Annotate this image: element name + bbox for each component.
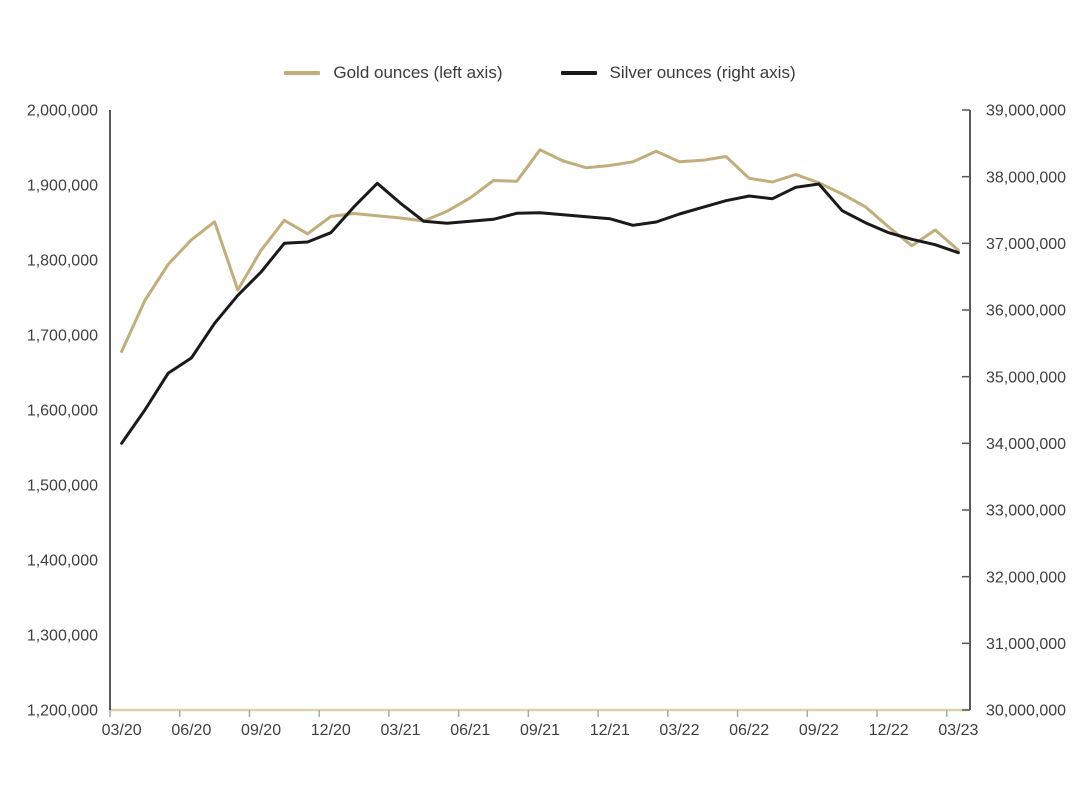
right-axis-tick-label: 35,000,000	[986, 369, 1066, 386]
x-axis-tick-label: 06/21	[450, 722, 490, 739]
left-axis-tick-label: 2,000,000	[27, 103, 98, 120]
left-axis-tick-label: 1,200,000	[27, 703, 98, 720]
x-axis-tick-label: 03/20	[102, 722, 142, 739]
right-axis-tick-label: 34,000,000	[986, 436, 1066, 453]
left-axis-tick-label: 1,900,000	[27, 178, 98, 195]
x-axis-tick-label: 06/22	[729, 722, 769, 739]
x-axis-tick-label: 12/22	[869, 722, 909, 739]
silver-series-line	[120, 181, 960, 445]
gold-series-line	[120, 148, 960, 353]
left-axis-tick-label: 1,800,000	[27, 253, 98, 270]
x-axis-tick-label: 09/20	[241, 722, 281, 739]
left-axis-tick-label: 1,400,000	[27, 553, 98, 570]
right-axis-tick-label: 32,000,000	[986, 569, 1066, 586]
x-axis-tick-label: 06/20	[171, 722, 211, 739]
x-axis-tick-label: 12/21	[590, 722, 630, 739]
left-axis-tick-label: 1,700,000	[27, 328, 98, 345]
left-axis-tick-label: 1,600,000	[27, 403, 98, 420]
right-axis-tick-label: 39,000,000	[986, 103, 1066, 120]
x-axis-tick-label: 09/21	[520, 722, 560, 739]
right-axis-tick-label: 30,000,000	[986, 703, 1066, 720]
left-axis-tick-label: 1,300,000	[27, 628, 98, 645]
x-axis-tick-label: 03/21	[381, 722, 421, 739]
left-axis-tick-label: 1,500,000	[27, 478, 98, 495]
x-axis-tick-label: 09/22	[799, 722, 839, 739]
right-axis-tick-label: 36,000,000	[986, 303, 1066, 320]
x-axis-tick-label: 03/22	[659, 722, 699, 739]
right-axis-tick-label: 33,000,000	[986, 503, 1066, 520]
right-axis-tick-label: 38,000,000	[986, 169, 1066, 186]
right-axis-tick-label: 31,000,000	[986, 636, 1066, 653]
right-axis-tick-label: 37,000,000	[986, 236, 1066, 253]
x-axis-tick-label: 03/23	[938, 722, 978, 739]
x-axis-tick-label: 12/20	[311, 722, 351, 739]
